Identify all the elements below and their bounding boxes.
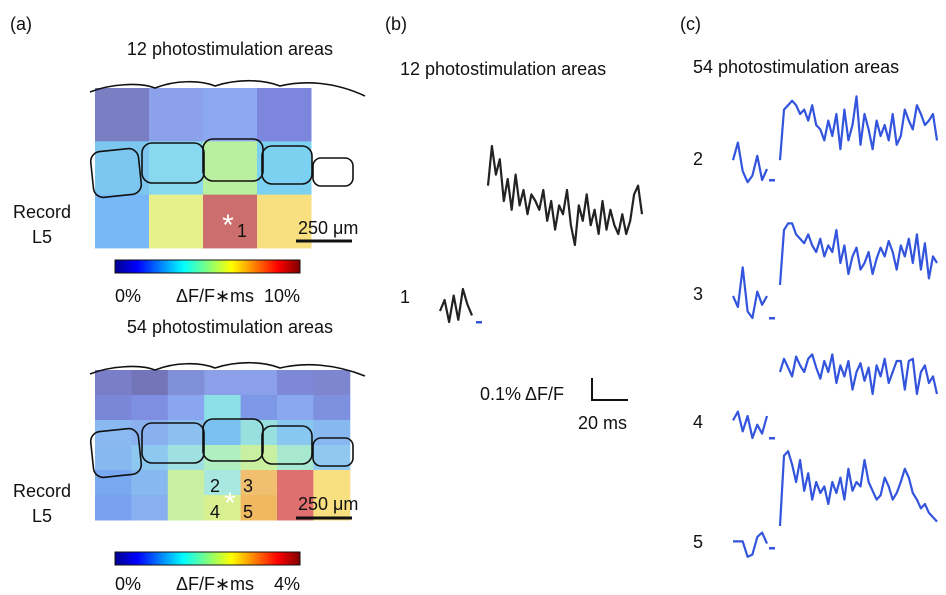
panel-label: (a) (10, 14, 32, 34)
heatmap-cell (241, 370, 278, 396)
stimulus-marker (769, 547, 775, 550)
trace-scale-bar (592, 378, 628, 400)
colorbar-label: 10% (264, 286, 300, 306)
heatmap-cell (277, 470, 314, 496)
heatmap-cell (149, 195, 204, 249)
heatmap-cell (131, 395, 168, 421)
heatmap-cell (95, 370, 132, 396)
map-title: 12 photostimulation areas (127, 39, 333, 59)
heatmap-cell (241, 420, 278, 446)
site-label: 5 (243, 502, 253, 522)
trace (488, 146, 642, 245)
heatmap-cell (95, 495, 132, 521)
panel-label: (b) (385, 14, 407, 34)
heatmap-cell (95, 445, 132, 471)
scale-bar-label: 20 ms (578, 413, 627, 433)
heatmap-cell (204, 420, 241, 446)
stimulation-marker: * (222, 209, 234, 242)
heatmap-cell (204, 370, 241, 396)
heatmap-cell (241, 395, 278, 421)
heatmap-cell (168, 470, 205, 496)
heatmap-cell (95, 420, 132, 446)
heatmap-cell (168, 370, 205, 396)
site-label: 4 (210, 502, 220, 522)
heatmap-cell (131, 470, 168, 496)
heatmap-cell (149, 88, 204, 142)
heatmap-cell (131, 370, 168, 396)
heatmap-cell (95, 195, 150, 249)
colorbar-label: 0% (115, 574, 141, 594)
panel-label: (c) (680, 14, 701, 34)
heatmap-cell (204, 445, 241, 471)
trace (733, 267, 767, 318)
stimulation-marker: * (224, 487, 236, 520)
heatmap-cell (277, 420, 314, 446)
barrel-outline (313, 158, 353, 186)
trace-label: 4 (693, 412, 703, 432)
trace (780, 223, 937, 285)
heatmap-cell (313, 470, 350, 496)
heatmap-cell (257, 88, 312, 142)
heatmap-cell (95, 470, 132, 496)
scale-bar-label: 250 μm (298, 494, 358, 514)
heatmap-cell (203, 88, 258, 142)
site-label: 1 (237, 221, 247, 241)
heatmap-cell (313, 420, 350, 446)
trace-label: 5 (693, 532, 703, 552)
heatmap-cell (277, 370, 314, 396)
trace-label: 3 (693, 284, 703, 304)
heatmap-cell (95, 88, 150, 142)
heatmap-cell (131, 495, 168, 521)
stimulus-marker (769, 179, 775, 182)
stimulus-marker (769, 317, 775, 320)
trace (780, 354, 937, 394)
trace-label: 2 (693, 149, 703, 169)
colorbar-label: 4% (274, 574, 300, 594)
colorbar-label: ΔF/F∗ms (176, 286, 254, 306)
layer-label: L5 (32, 227, 52, 247)
map-title: 54 photostimulation areas (127, 317, 333, 337)
trace (733, 412, 767, 438)
heatmap-cell (204, 395, 241, 421)
colorbar (115, 260, 300, 273)
figure: (a) (b) (c) 12 photostimulation areas 54… (0, 0, 946, 595)
layer-label: Record (13, 481, 71, 501)
scale-bar-label: 250 μm (298, 218, 358, 238)
trace (780, 451, 937, 526)
panel-title: 54 photostimulation areas (693, 57, 899, 77)
heatmap-cell (313, 395, 350, 421)
site-label: 2 (210, 476, 220, 496)
heatmap-cell (277, 395, 314, 421)
heatmap-cell (131, 445, 168, 471)
heatmap-cell (95, 395, 132, 421)
heatmap-cell (313, 370, 350, 396)
heatmap-cell (149, 141, 204, 195)
trace (780, 96, 937, 160)
stimulus-marker (769, 437, 775, 440)
layer-label: L5 (32, 506, 52, 526)
heatmap-cell (241, 445, 278, 471)
colorbar (115, 552, 300, 565)
heatmap-cell (277, 445, 314, 471)
trace (733, 143, 767, 183)
trace (440, 289, 472, 322)
panel-title: 12 photostimulation areas (400, 59, 606, 79)
heatmap-cell (168, 445, 205, 471)
trace (733, 533, 767, 557)
stimulus-marker (476, 321, 482, 324)
layer-label: Record (13, 202, 71, 222)
scale-bar-label: 0.1% ΔF/F (480, 384, 564, 404)
colorbar-label: ΔF/F∗ms (176, 574, 254, 594)
heatmap-cell (203, 141, 258, 195)
heatmap-cell (168, 395, 205, 421)
heatmap-cell (168, 495, 205, 521)
colorbar-label: 0% (115, 286, 141, 306)
site-label: 3 (243, 476, 253, 496)
trace-label: 1 (400, 287, 410, 307)
